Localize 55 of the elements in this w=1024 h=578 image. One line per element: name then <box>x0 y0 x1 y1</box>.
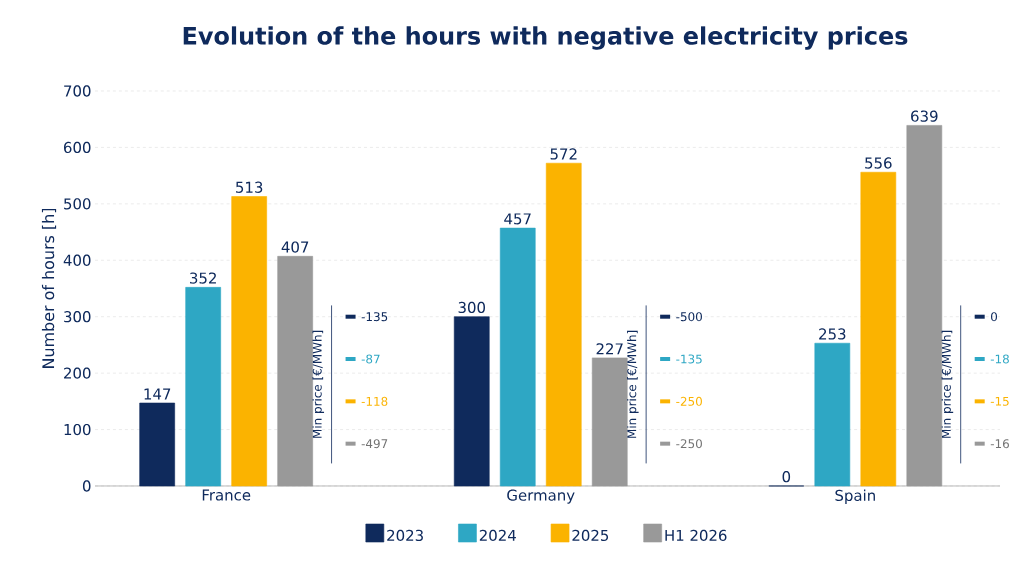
annotation: -18 <box>990 354 1009 364</box>
y-axis-title: Number of hours [h] <box>41 208 57 368</box>
annotation: -135 <box>361 312 388 322</box>
legend-label: H1 2026 <box>665 529 727 542</box>
data-label: 352 <box>190 272 216 284</box>
y-tick-label: 400 <box>63 254 91 266</box>
data-label: 407 <box>281 241 309 253</box>
annotation: Min price [€/MWh] <box>941 330 954 438</box>
y-tick-label: 500 <box>64 198 91 210</box>
data-label: 147 <box>144 388 171 400</box>
annotation: -118 <box>361 396 388 406</box>
y-tick-label: 700 <box>64 85 91 97</box>
bar <box>499 227 536 487</box>
data-label: 572 <box>550 148 577 160</box>
data-label: 0 <box>782 471 791 483</box>
x-tick-label: Spain <box>835 489 875 504</box>
bar <box>453 316 490 487</box>
bar <box>139 402 175 487</box>
data-label: 253 <box>819 328 846 340</box>
annotation: Min price [€/MWh] <box>627 330 639 438</box>
y-tick-label: 300 <box>64 311 91 323</box>
y-tick-label: 0 <box>82 480 91 492</box>
bar <box>860 171 897 487</box>
legend-label: 2025 <box>572 529 609 542</box>
chart-title: Evolution of the hours with negative electricity prices <box>183 26 908 50</box>
annotation: -250 <box>676 439 702 449</box>
data-label: 300 <box>458 301 486 314</box>
legend-label: 2024 <box>479 529 516 542</box>
annotation: -15 <box>990 396 1009 406</box>
annotation: -500 <box>676 312 702 322</box>
data-label: 556 <box>865 157 892 169</box>
y-tick-label: 200 <box>64 367 91 379</box>
bar <box>231 196 267 487</box>
annotation: -135 <box>676 354 702 364</box>
x-tick-label: France <box>202 489 251 501</box>
x-tick-label: Germany <box>507 489 575 504</box>
bar <box>591 357 628 487</box>
data-label: 513 <box>236 181 263 193</box>
annotation: Min price [€/MWh] <box>312 330 325 438</box>
bar <box>545 162 582 487</box>
bar <box>906 125 943 487</box>
annotation: -87 <box>361 354 380 364</box>
y-tick-label: 600 <box>64 141 91 154</box>
bar <box>277 256 313 487</box>
bar <box>814 342 851 487</box>
annotation: -250 <box>676 396 702 406</box>
y-tick-label: 100 <box>64 423 91 436</box>
data-label: 639 <box>911 110 938 122</box>
annotation: -16 <box>990 439 1009 449</box>
data-label: 457 <box>504 213 531 225</box>
annotation: 0 <box>991 312 998 322</box>
data-label: 227 <box>596 343 623 355</box>
annotation: -497 <box>361 439 388 449</box>
legend-label: 2023 <box>387 529 423 542</box>
bar <box>185 287 221 487</box>
